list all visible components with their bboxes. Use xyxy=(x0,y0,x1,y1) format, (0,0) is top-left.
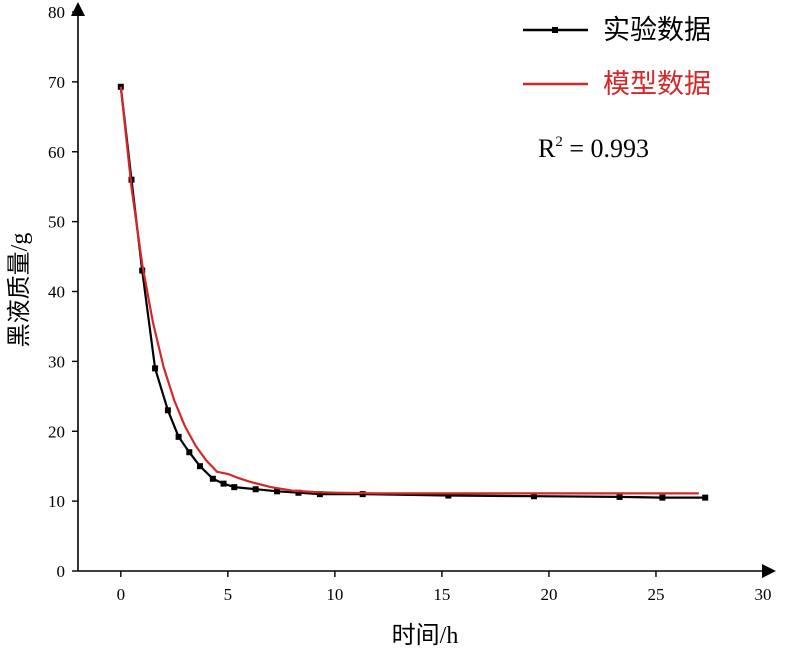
y-tick-label: 60 xyxy=(48,143,65,162)
x-axis-title: 时间/h xyxy=(392,622,459,649)
y-tick-label: 10 xyxy=(48,492,65,511)
legend-label-model: 模型数据 xyxy=(603,69,711,99)
data-point-experimental xyxy=(197,463,204,470)
y-tick-label: 0 xyxy=(57,562,66,581)
data-point-experimental xyxy=(117,83,124,90)
data-point-experimental xyxy=(164,407,171,414)
y-tick-label: 40 xyxy=(48,283,65,302)
y-tick-label: 80 xyxy=(48,3,65,22)
data-point-experimental xyxy=(274,488,281,495)
x-tick-label: 5 xyxy=(224,585,233,604)
data-point-experimental xyxy=(530,493,537,500)
r-squared-base: R xyxy=(538,134,556,163)
data-point-experimental xyxy=(616,493,623,500)
r-squared-value: = 0.993 xyxy=(563,134,649,163)
data-point-experimental xyxy=(186,449,193,456)
x-tick-label: 25 xyxy=(647,585,664,604)
data-point-experimental xyxy=(209,475,216,482)
r-squared-exponent: 2 xyxy=(555,134,563,150)
data-point-experimental xyxy=(445,492,452,499)
data-point-experimental xyxy=(252,486,259,493)
data-point-experimental xyxy=(152,365,159,372)
legend-label-experimental: 实验数据 xyxy=(603,15,711,45)
y-axis-arrow xyxy=(71,2,85,16)
x-tick-label: 10 xyxy=(326,585,343,604)
x-tick-label: 15 xyxy=(433,585,450,604)
data-point-experimental xyxy=(295,489,302,496)
y-tick-label: 70 xyxy=(48,73,65,92)
y-tick-label: 50 xyxy=(48,213,65,232)
data-point-experimental xyxy=(316,491,323,498)
x-tick-label: 20 xyxy=(540,585,557,604)
data-point-experimental xyxy=(139,267,146,274)
y-tick-label: 20 xyxy=(48,422,65,441)
series-line-model xyxy=(119,86,699,495)
x-tick-label: 0 xyxy=(117,585,126,604)
x-tick-label: 30 xyxy=(755,585,772,604)
axes: 0 5 10 15 20 25 30 0 10 20 30 40 50 60 70 80 xyxy=(48,2,776,604)
data-point-experimental xyxy=(220,480,227,487)
r-squared-annotation: R2 = 0.993 xyxy=(538,134,649,163)
legend: 实验数据 模型数据 xyxy=(523,15,711,99)
x-axis-arrow xyxy=(762,564,776,578)
data-point-experimental xyxy=(659,494,666,501)
y-axis-title: 黑液质量/g xyxy=(6,233,33,348)
data-point-experimental xyxy=(175,433,182,440)
legend-marker-experimental xyxy=(552,27,558,33)
series-layer xyxy=(117,83,709,501)
data-point-experimental xyxy=(231,484,238,491)
y-tick-label: 30 xyxy=(48,352,65,371)
data-point-experimental xyxy=(702,494,709,501)
